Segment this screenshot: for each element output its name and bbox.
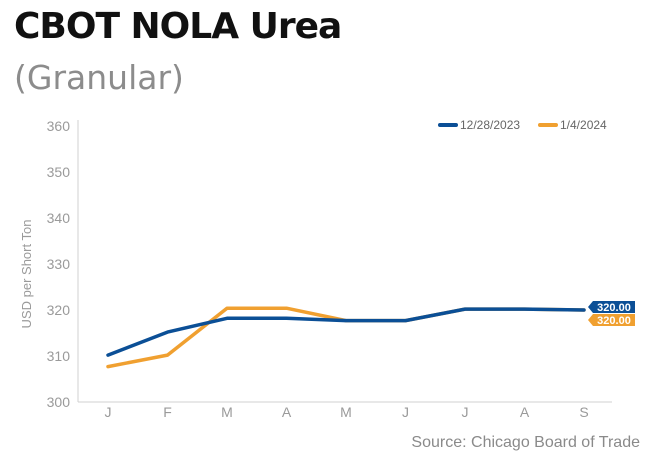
x-tick-label: J: [105, 404, 112, 420]
chart-legend: 12/28/2023 1/4/2024: [438, 118, 607, 132]
y-tick-label: 340: [47, 210, 71, 226]
y-axis-label: USD per Short Ton: [19, 220, 34, 329]
x-tick-label: F: [163, 404, 172, 420]
legend-label: 12/28/2023: [460, 118, 520, 132]
y-tick-label: 320: [47, 302, 71, 318]
x-tick-label: M: [340, 404, 352, 420]
chart-title: CBOT NOLA Urea: [14, 6, 342, 47]
series-line: [106, 306, 586, 369]
legend-label: 1/4/2024: [560, 118, 607, 132]
series-lines: [106, 306, 586, 369]
x-tick-label: A: [520, 404, 530, 420]
y-tick-label: 330: [47, 256, 71, 272]
x-tick-label: M: [221, 404, 233, 420]
source-note: Source: Chicago Board of Trade: [411, 434, 640, 451]
x-tick-label: J: [462, 404, 469, 420]
y-tick-label: 300: [47, 394, 71, 410]
chart-subtitle: (Granular): [14, 58, 184, 97]
y-axis-ticks: 300 310 320 330 340 350 360: [47, 118, 71, 410]
end-value-label: 320.00: [597, 315, 631, 327]
y-tick-label: 350: [47, 164, 71, 180]
end-value-badge: [588, 314, 635, 326]
chart-axes: [77, 120, 612, 403]
x-tick-label: J: [402, 404, 409, 420]
end-value-badge: [588, 301, 635, 313]
y-tick-label: 360: [47, 118, 71, 134]
x-tick-label: A: [282, 404, 292, 420]
end-value-label: 320.00: [597, 302, 631, 314]
x-tick-label: S: [579, 404, 588, 420]
y-tick-label: 310: [47, 348, 71, 364]
series-line: [106, 307, 586, 357]
